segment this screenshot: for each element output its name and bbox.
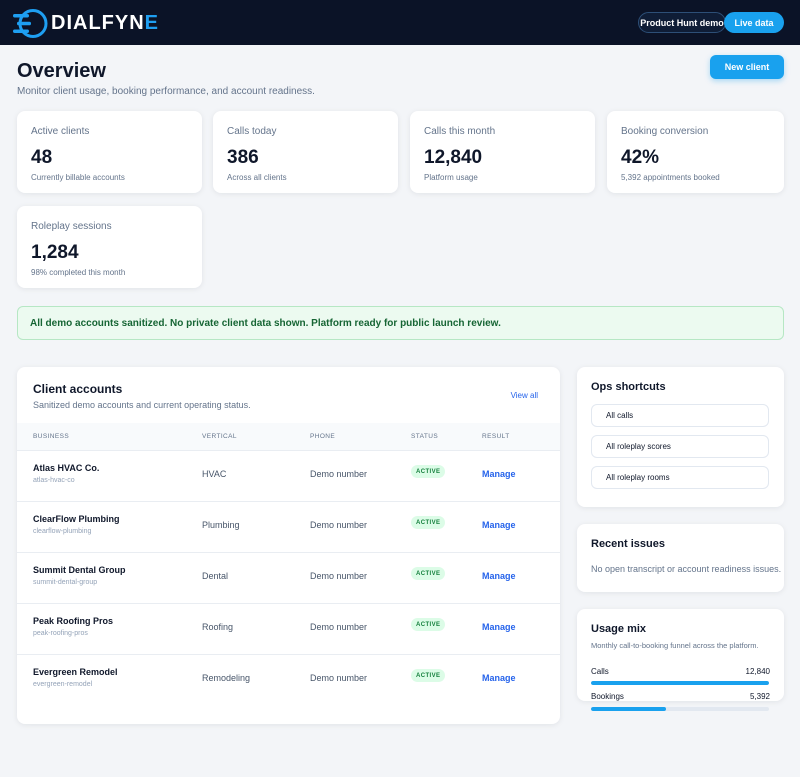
- issues-status-text: No open transcript or account readiness …: [591, 564, 782, 574]
- shortcut-roleplay-scores[interactable]: All roleplay scores: [591, 435, 769, 458]
- usage-label-bookings: Bookings: [591, 692, 624, 701]
- stat-card-booking-conversion: Booking conversion 42% 5,392 appointment…: [607, 111, 784, 193]
- ops-shortcuts-card: Ops shortcuts All calls All roleplay sco…: [577, 367, 784, 507]
- business-name: Evergreen Remodel: [33, 667, 118, 677]
- stat-label: Booking conversion: [621, 126, 709, 137]
- business-name: Summit Dental Group: [33, 565, 126, 575]
- usage-bar-fill: [591, 707, 666, 711]
- live-data-pill[interactable]: Live data: [724, 12, 784, 33]
- table-header: BUSINESS VERTICAL PHONE STATUS RESULT: [17, 423, 560, 450]
- usage-bar-calls: [591, 681, 769, 685]
- stat-label: Calls today: [227, 126, 277, 137]
- stat-subtext: 5,392 appointments booked: [621, 173, 720, 182]
- stat-subtext: Currently billable accounts: [31, 173, 125, 182]
- business-name: ClearFlow Plumbing: [33, 514, 120, 524]
- stat-subtext: Across all clients: [227, 173, 287, 182]
- column-header-status: STATUS: [411, 433, 439, 440]
- usage-bar-fill: [591, 681, 769, 685]
- stat-subtext: 98% completed this month: [31, 268, 126, 277]
- shortcut-all-calls[interactable]: All calls: [591, 404, 769, 427]
- page-subtitle: Monitor client usage, booking performanc…: [17, 86, 315, 97]
- status-badge: ACTIVE: [411, 618, 446, 631]
- section-title: Client accounts: [33, 382, 123, 396]
- stat-value: 42%: [621, 147, 660, 168]
- section-title: Recent issues: [591, 538, 665, 550]
- view-all-link[interactable]: View all: [510, 391, 538, 400]
- top-bar: DIALFYNE Product Hunt demo Live data: [0, 0, 800, 45]
- stat-label: Roleplay sessions: [31, 221, 112, 232]
- table-row[interactable]: Peak Roofing Pros peak-roofing-pros Roof…: [17, 603, 560, 654]
- client-accounts-card: Client accounts Sanitized demo accounts …: [17, 367, 560, 724]
- phone-cell: Demo number: [310, 622, 368, 632]
- business-slug: atlas-hvac-co: [33, 477, 75, 484]
- brand-name: DIALFYNE: [51, 12, 160, 34]
- column-header-business: BUSINESS: [33, 433, 70, 440]
- column-header-phone: PHONE: [310, 433, 336, 440]
- table-row[interactable]: Evergreen Remodel evergreen-remodel Remo…: [17, 654, 560, 705]
- shortcut-roleplay-rooms[interactable]: All roleplay rooms: [591, 466, 769, 489]
- table-row[interactable]: Atlas HVAC Co. atlas-hvac-co HVAC Demo n…: [17, 450, 560, 501]
- stat-value: 48: [31, 147, 53, 168]
- business-name: Peak Roofing Pros: [33, 616, 114, 626]
- phone-cell: Demo number: [310, 520, 368, 530]
- brand-logo[interactable]: DIALFYNE: [13, 8, 159, 39]
- page-title: Overview: [17, 60, 106, 82]
- usage-value-calls: 12,840: [745, 667, 770, 676]
- vertical-cell: Plumbing: [202, 520, 240, 530]
- stat-value: 12,840: [424, 147, 483, 168]
- status-badge: ACTIVE: [411, 465, 446, 478]
- vertical-cell: Remodeling: [202, 673, 251, 683]
- table-row[interactable]: Summit Dental Group summit-dental-group …: [17, 552, 560, 603]
- table-row[interactable]: ClearFlow Plumbing clearflow-plumbing Pl…: [17, 501, 560, 552]
- stat-label: Active clients: [31, 126, 90, 137]
- sanitized-banner: All demo accounts sanitized. No private …: [17, 306, 784, 340]
- status-badge: ACTIVE: [411, 516, 446, 529]
- column-header-result: RESULT: [482, 433, 510, 440]
- manage-link[interactable]: Manage: [482, 673, 516, 683]
- business-slug: clearflow-plumbing: [33, 528, 92, 535]
- stat-card-calls-today: Calls today 386 Across all clients: [213, 111, 398, 193]
- phone-cell: Demo number: [310, 469, 368, 479]
- new-client-button[interactable]: New client: [710, 55, 784, 79]
- phone-cell: Demo number: [310, 571, 368, 581]
- business-slug: evergreen-remodel: [33, 681, 93, 688]
- status-badge: ACTIVE: [411, 567, 446, 580]
- section-subtitle: Sanitized demo accounts and current oper…: [33, 400, 251, 410]
- usage-label-calls: Calls: [591, 667, 609, 676]
- manage-link[interactable]: Manage: [482, 520, 516, 530]
- stat-card-active-clients: Active clients 48 Currently billable acc…: [17, 111, 202, 193]
- vertical-cell: HVAC: [202, 469, 227, 479]
- usage-bar-bookings: [591, 707, 769, 711]
- status-badge: ACTIVE: [411, 669, 446, 682]
- stat-card-calls-month: Calls this month 12,840 Platform usage: [410, 111, 595, 193]
- vertical-cell: Roofing: [202, 622, 234, 632]
- section-title: Usage mix: [591, 623, 647, 635]
- business-slug: peak-roofing-pros: [33, 630, 88, 637]
- stat-value: 1,284: [31, 242, 79, 263]
- stat-label: Calls this month: [424, 126, 496, 137]
- manage-link[interactable]: Manage: [482, 469, 516, 479]
- demo-mode-pill[interactable]: Product Hunt demo: [638, 12, 726, 33]
- usage-mix-card: Usage mix Monthly call-to-booking funnel…: [577, 609, 784, 701]
- logo-mark-icon: [13, 9, 48, 38]
- recent-issues-card: Recent issues No open transcript or acco…: [577, 524, 784, 592]
- column-header-vertical: VERTICAL: [202, 433, 237, 440]
- vertical-cell: Dental: [202, 571, 229, 581]
- stat-value: 386: [227, 147, 259, 168]
- section-title: Ops shortcuts: [591, 381, 666, 393]
- manage-link[interactable]: Manage: [482, 571, 516, 581]
- business-name: Atlas HVAC Co.: [33, 463, 100, 473]
- manage-link[interactable]: Manage: [482, 622, 516, 632]
- stat-card-roleplay-sessions: Roleplay sessions 1,284 98% completed th…: [17, 206, 202, 288]
- section-subtitle: Monthly call-to-booking funnel across th…: [591, 641, 759, 650]
- usage-value-bookings: 5,392: [749, 692, 770, 701]
- stat-subtext: Platform usage: [424, 173, 478, 182]
- phone-cell: Demo number: [310, 673, 368, 683]
- business-slug: summit-dental-group: [33, 579, 98, 586]
